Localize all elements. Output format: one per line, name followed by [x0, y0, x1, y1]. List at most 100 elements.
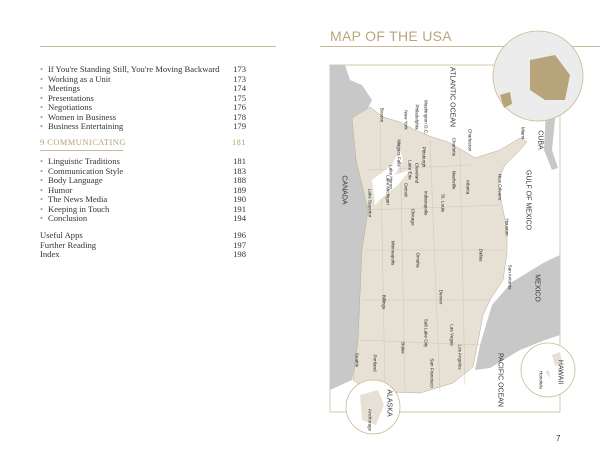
toc-page: 176	[233, 102, 246, 112]
bullet-icon: •	[40, 73, 44, 84]
city-label: Boston	[379, 107, 385, 123]
city-label: Indianapolis	[423, 190, 429, 216]
toc-page: 181	[233, 156, 246, 166]
toc-label: Working as a Unit	[48, 73, 111, 84]
page-number: 7	[556, 434, 561, 443]
chapter-heading[interactable]: 9 COMMUNICATING 181	[40, 138, 246, 148]
great-lakes	[372, 150, 410, 205]
bullet-icon: •	[40, 165, 44, 176]
toc-entry[interactable]: • Meetings 174	[40, 83, 246, 93]
toc-entry[interactable]: Further Reading 197	[40, 240, 246, 250]
bullet-icon: •	[40, 92, 44, 103]
toc-page: 173	[233, 64, 246, 74]
toc-label: Useful Apps	[40, 230, 83, 240]
bullet-icon: •	[40, 175, 44, 185]
region-label: CANADA	[340, 175, 348, 205]
toc-label: Meetings	[48, 83, 80, 93]
toc-page: 189	[233, 184, 246, 195]
toc-label: Women in Business	[48, 111, 117, 122]
city-label: Los Angeles	[457, 344, 463, 370]
city-label: Cleveland	[414, 162, 420, 184]
city-label: Pittsburgh	[421, 146, 427, 168]
city-label: Omaha	[415, 252, 421, 268]
toc-page: 198	[233, 249, 246, 259]
city-label: Lake Erie	[407, 160, 413, 180]
toc-entry[interactable]: • Body Language 188	[40, 175, 246, 185]
city-label: Denver	[438, 289, 444, 305]
bullet-icon: •	[40, 111, 44, 122]
region-label: GULF OF MEXICO	[524, 170, 532, 230]
toc-label: Linguistic Traditions	[48, 156, 120, 166]
toc-page: 194	[233, 213, 246, 223]
city-label: Seattle	[354, 352, 360, 368]
city-label: Nashville	[451, 170, 457, 190]
city-label: Dallas	[478, 248, 484, 262]
toc-label: Body Language	[48, 175, 103, 185]
page-title: MAP OF THE USA	[330, 28, 452, 44]
city-label: Minneapolis	[390, 240, 396, 266]
toc-page: 178	[233, 111, 246, 122]
city-label: Washington D.C.	[423, 99, 429, 135]
toc-page: 190	[233, 194, 246, 204]
canada-area	[330, 65, 372, 390]
toc-label: Further Reading	[40, 239, 97, 250]
city-label: Honolulu	[538, 370, 544, 390]
city-label: Charlotte	[451, 137, 457, 157]
bullet-icon: •	[40, 184, 44, 195]
city-label: Detroit	[403, 183, 409, 197]
toc-page: 181	[231, 138, 246, 147]
toc-entry[interactable]: • Presentations 175	[40, 93, 246, 103]
toc-page: 188	[233, 175, 246, 185]
city-label: Chicago	[410, 208, 416, 226]
city-label: Lake Superior	[367, 188, 373, 218]
toc-label: Conclusion	[48, 213, 88, 223]
toc-page: 183	[233, 165, 246, 176]
city-label: San Francisco	[429, 358, 435, 388]
city-label: San Antonio	[507, 264, 513, 290]
toc-entry[interactable]: • Women in Business 178	[40, 112, 246, 122]
toc-label: Humor	[48, 184, 73, 195]
toc-label: Negotiations	[48, 102, 92, 112]
bullet-icon: •	[40, 156, 44, 166]
toc-entry[interactable]: • Conclusion 194	[40, 213, 246, 223]
city-label: Charleston	[467, 128, 473, 152]
toc-page: 179	[233, 121, 246, 131]
city-label: New York	[403, 110, 409, 130]
bullet-icon: •	[40, 83, 44, 93]
bullet-icon: •	[40, 203, 44, 214]
toc-label: Communication Style	[48, 165, 124, 176]
toc-page: 196	[233, 230, 246, 240]
toc-entry[interactable]: • Negotiations 176	[40, 102, 246, 112]
city-label: Lake Michigan	[385, 175, 391, 205]
toc-entry[interactable]: • Working as a Unit 173	[40, 74, 246, 84]
toc-entry[interactable]: • Humor 189	[40, 185, 246, 195]
toc-page: 197	[233, 239, 246, 250]
city-label: Miami	[520, 126, 526, 140]
mexico-area	[475, 255, 560, 370]
toc-entry[interactable]: • Linguistic Traditions 181	[40, 156, 246, 166]
city-label: New Orleans	[497, 173, 503, 201]
region-label: MEXICO	[533, 274, 541, 302]
bullet-icon: •	[40, 102, 44, 112]
hawaii-inset	[520, 342, 576, 398]
toc-page: 173	[233, 73, 246, 84]
toc-entry[interactable]: • The News Media 190	[40, 194, 246, 204]
toc-entry[interactable]: • Keeping in Touch 191	[40, 204, 246, 214]
region-label: HAWAII	[556, 359, 564, 385]
toc-entry[interactable]: Index 198	[40, 249, 246, 259]
bullet-icon: •	[40, 121, 44, 131]
toc-entry[interactable]: • Communication Style 183	[40, 166, 246, 176]
toc-label: If You're Standing Still, You're Moving …	[48, 64, 220, 74]
region-label: ALASKA	[385, 389, 393, 417]
toc-entry[interactable]: • If You're Standing Still, You're Moving…	[40, 64, 246, 74]
toc-label: Keeping in Touch	[48, 203, 110, 214]
city-label: Anchorage	[367, 408, 373, 432]
city-label: Philadelphia	[414, 104, 420, 130]
bullet-icon: •	[40, 194, 44, 204]
toc-entry[interactable]: Useful Apps 196	[40, 230, 246, 240]
city-label: Portland	[372, 354, 378, 372]
city-label: Boise	[400, 342, 406, 354]
toc-entry[interactable]: • Business Entertaining 179	[40, 121, 246, 131]
city-label: Atlanta	[465, 179, 471, 195]
